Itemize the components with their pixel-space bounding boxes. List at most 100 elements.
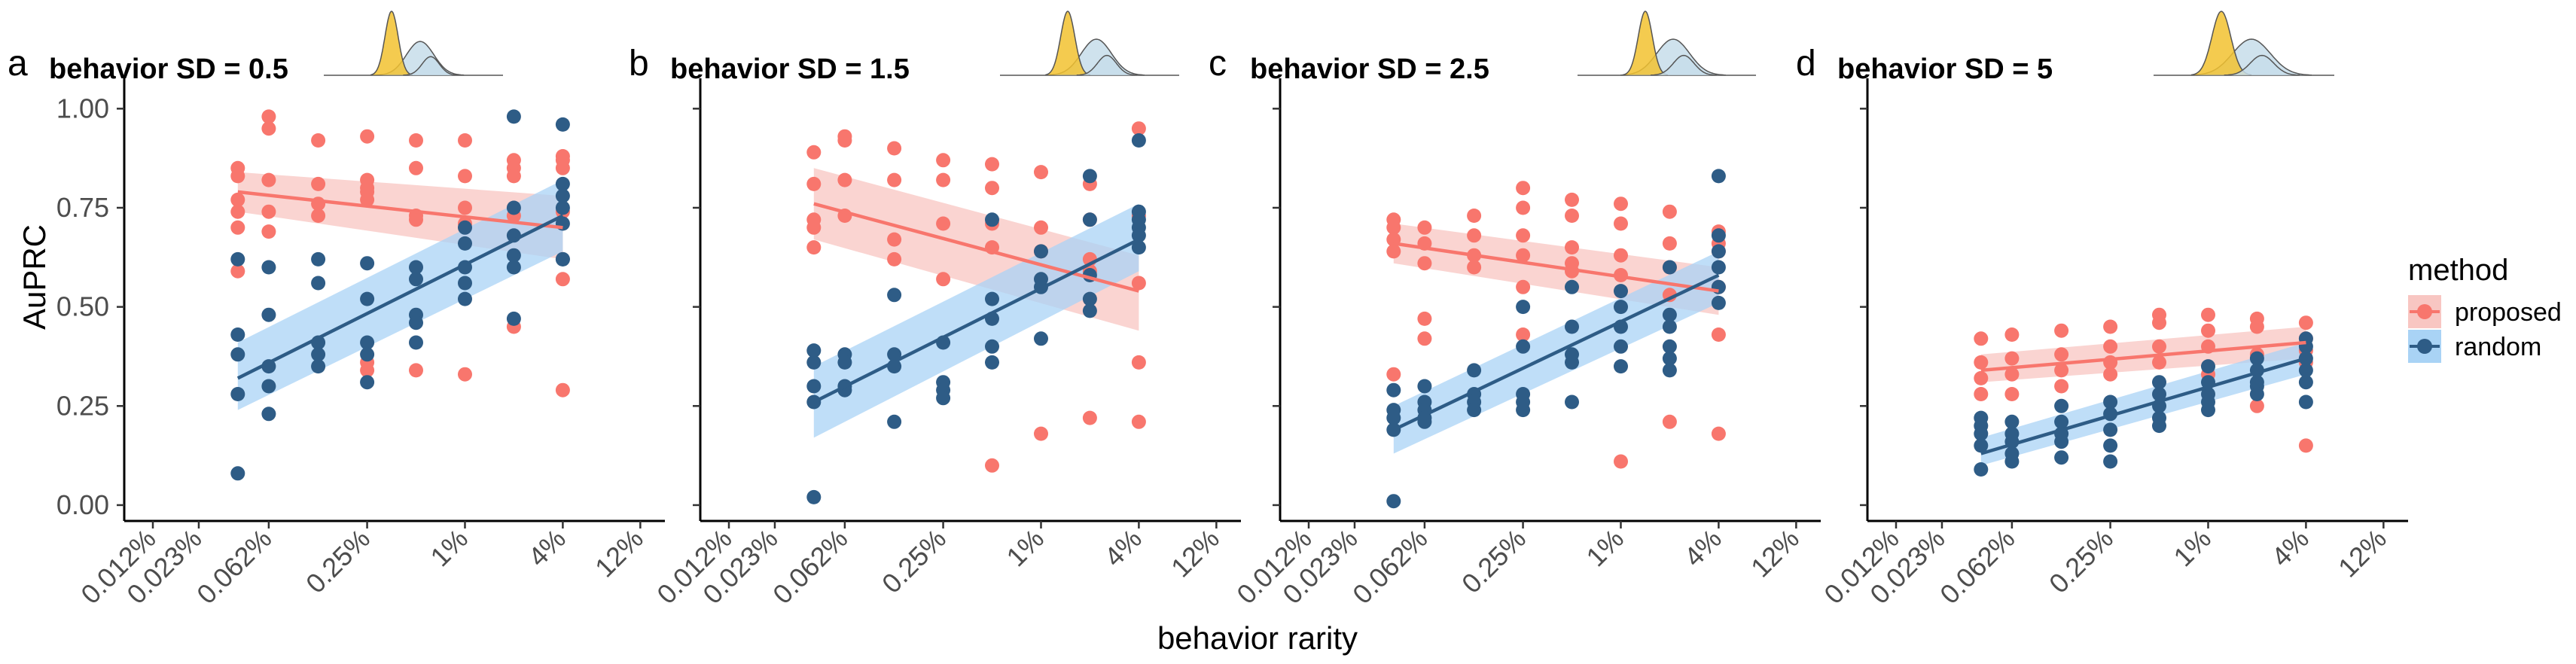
point-proposed <box>887 251 902 267</box>
point-random <box>230 387 245 401</box>
point-random <box>506 109 521 124</box>
point-proposed <box>1516 181 1531 196</box>
point-proposed <box>311 209 326 223</box>
point-random <box>1662 307 1677 322</box>
point-random <box>1974 426 1989 441</box>
panel-b-title: behavior SD = 1.5 <box>670 53 910 85</box>
point-random <box>887 414 902 429</box>
point-random <box>1417 379 1432 394</box>
point-proposed <box>230 263 245 279</box>
point-proposed <box>1034 220 1048 235</box>
point-proposed <box>360 129 375 144</box>
point-random <box>506 200 521 215</box>
fit-line-proposed <box>813 202 1139 293</box>
point-proposed <box>2201 307 2215 322</box>
y-tick-label: 0.75 <box>56 192 109 223</box>
point-random <box>1565 355 1579 370</box>
y-tick-label: 0.00 <box>56 489 109 520</box>
point-proposed <box>1662 414 1677 429</box>
point-random <box>311 359 326 374</box>
panel-a-letter: a <box>8 44 28 84</box>
panel-b-density-inset <box>1000 11 1179 76</box>
x-tick-label: 12% <box>1745 523 1805 583</box>
point-random <box>1662 339 1677 354</box>
point-random <box>1614 300 1628 315</box>
panel-a: a behavior SD = 0.5 0.00 0.25 0.50 0.75 1.00 0.… <box>8 11 665 610</box>
fit-line-random <box>812 238 1140 404</box>
point-proposed <box>1467 228 1482 243</box>
x-tick-label: 0.062% <box>1346 523 1433 610</box>
point-proposed <box>1614 216 1628 231</box>
point-proposed <box>1417 311 1432 326</box>
panel-c-letter: c <box>1209 44 1227 84</box>
point-proposed <box>837 172 852 187</box>
x-tick-label: 0.25% <box>1456 523 1532 599</box>
panel-d-title: behavior SD = 5 <box>1837 53 2053 85</box>
point-proposed <box>1386 244 1401 259</box>
point-proposed <box>985 458 999 473</box>
point-random <box>1711 244 1726 259</box>
point-random <box>261 407 276 422</box>
x-tick-label: 4% <box>1098 523 1148 573</box>
point-proposed <box>887 232 902 247</box>
x-tick-label: 0.25% <box>876 523 952 599</box>
point-random <box>1386 410 1401 425</box>
point-random <box>985 355 999 370</box>
legend: method proposed random <box>2408 254 2562 363</box>
y-tick-label: 1.00 <box>56 93 109 123</box>
x-tick-label: 1% <box>2167 523 2217 573</box>
point-proposed <box>1034 165 1048 180</box>
point-random <box>2201 359 2215 374</box>
point-random <box>1082 303 1097 318</box>
point-random <box>1662 363 1677 378</box>
point-random <box>1516 300 1531 315</box>
x-tick-label: 4% <box>522 523 572 573</box>
point-random <box>1516 339 1531 354</box>
point-proposed <box>1974 355 1989 370</box>
point-random <box>1386 494 1401 509</box>
point-random <box>458 276 472 291</box>
point-random <box>1662 319 1677 334</box>
point-random <box>2004 454 2020 469</box>
point-random <box>506 248 521 263</box>
point-random <box>1974 438 1989 453</box>
panels-layer: a behavior SD = 0.5 0.00 0.25 0.50 0.75 1.00 0.… <box>8 11 2408 610</box>
point-random <box>837 355 852 370</box>
point-random <box>1386 422 1401 437</box>
legend-title: method <box>2408 254 2508 287</box>
legend-label-random: random <box>2455 333 2541 361</box>
point-random <box>2103 438 2118 453</box>
point-random <box>261 260 276 275</box>
point-random <box>1711 169 1726 184</box>
point-random <box>230 466 245 481</box>
point-proposed <box>1614 196 1628 212</box>
point-proposed <box>806 240 822 255</box>
point-random <box>2152 419 2166 434</box>
point-random <box>2152 375 2166 390</box>
point-random <box>1565 394 1579 410</box>
point-proposed <box>261 172 276 187</box>
point-proposed <box>837 133 852 148</box>
point-random <box>458 291 472 306</box>
point-proposed <box>1565 209 1579 223</box>
point-random <box>2103 422 2118 437</box>
point-proposed <box>458 133 472 148</box>
point-random <box>1662 351 1677 366</box>
point-random <box>936 391 951 406</box>
x-tick-label: 0.25% <box>2043 523 2119 599</box>
point-proposed <box>2103 367 2118 382</box>
point-random <box>360 347 375 362</box>
point-proposed <box>555 272 570 287</box>
legend-key-proposed <box>2408 295 2441 328</box>
x-tick-label: 12% <box>2332 523 2392 583</box>
panel-a-title: behavior SD = 0.5 <box>49 53 288 85</box>
point-random <box>2054 414 2069 429</box>
point-proposed <box>936 216 951 231</box>
panel-a-density-inset <box>324 11 503 76</box>
point-proposed <box>985 157 999 172</box>
point-proposed <box>409 133 423 148</box>
point-random <box>230 327 245 342</box>
x-tick-label: 0.062% <box>1934 523 2020 610</box>
point-random <box>985 291 999 306</box>
point-proposed <box>360 192 375 207</box>
